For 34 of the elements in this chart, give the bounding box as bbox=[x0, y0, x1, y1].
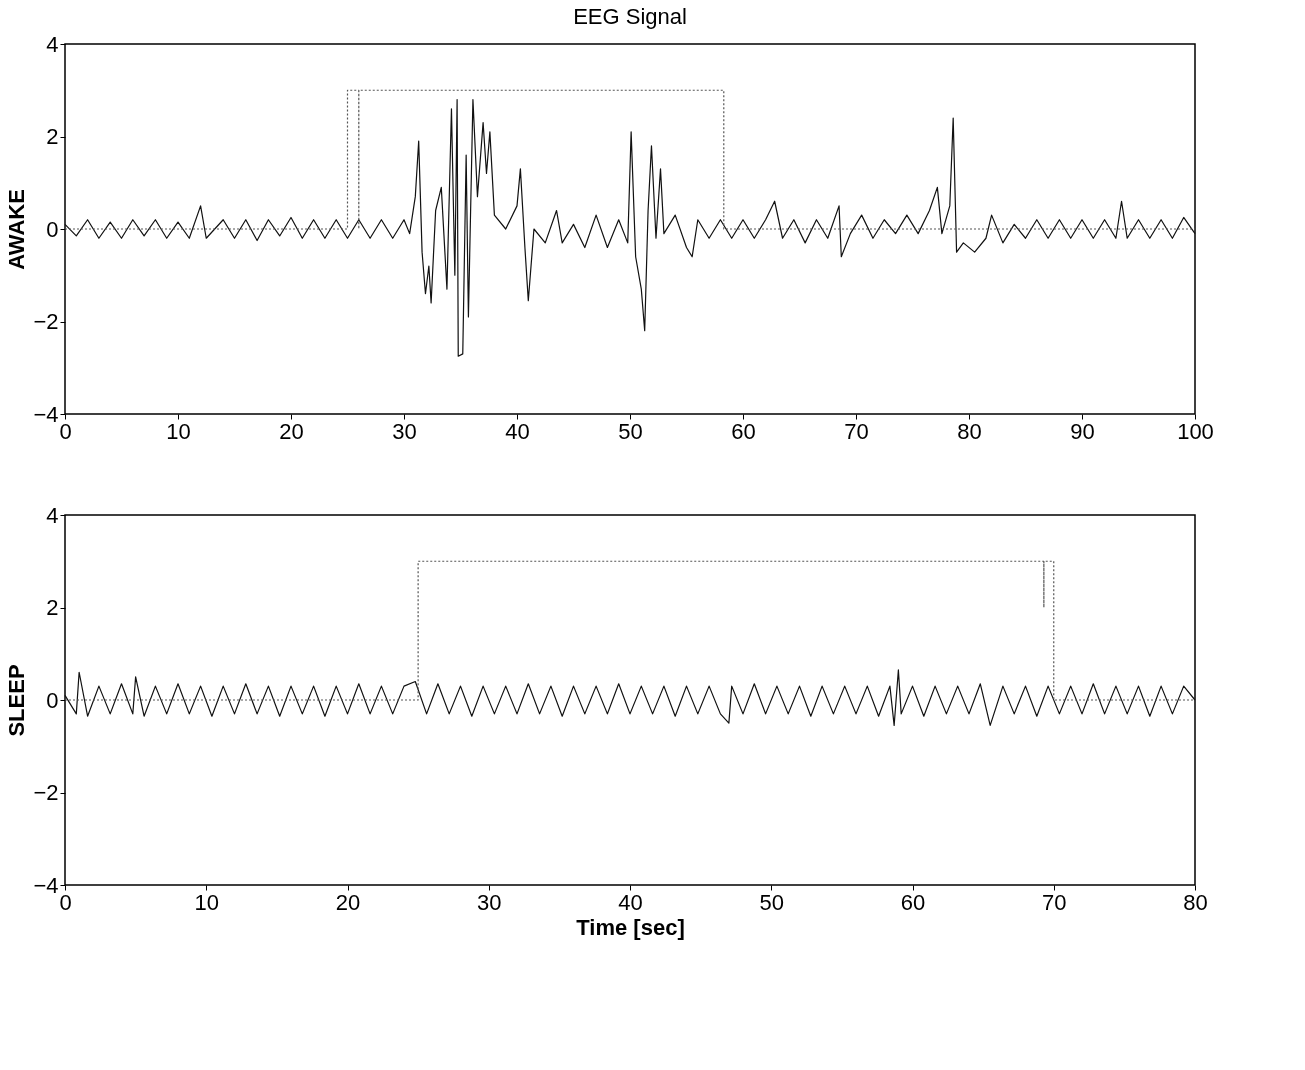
x-tick-label: 30 bbox=[392, 418, 417, 444]
y-tick-label: −2 bbox=[33, 309, 59, 334]
x-tick-label: 70 bbox=[1042, 889, 1067, 915]
y-tick-label: 0 bbox=[46, 687, 59, 713]
x-tick-label: 80 bbox=[957, 418, 982, 444]
y-tick-label: 0 bbox=[46, 216, 59, 242]
x-axis-title: Time [sec] bbox=[576, 914, 685, 940]
line-series bbox=[64, 669, 1196, 727]
y-axis-title: SLEEP bbox=[4, 664, 30, 737]
x-tick-label: 60 bbox=[900, 889, 926, 915]
x-tick-label: 70 bbox=[844, 418, 869, 444]
y-tick-label: 4 bbox=[46, 502, 59, 528]
y-tick-label: 2 bbox=[46, 595, 59, 620]
y-tick-label: −4 bbox=[33, 401, 59, 427]
x-tick-label: 40 bbox=[618, 889, 643, 915]
y-tick-label: 4 bbox=[46, 31, 59, 57]
x-tick-label: 50 bbox=[618, 418, 643, 444]
line-series bbox=[64, 98, 1196, 357]
chart-title: EEG Signal bbox=[573, 4, 687, 29]
x-tick-label: 10 bbox=[166, 418, 191, 444]
y-tick-label: −4 bbox=[33, 872, 59, 898]
x-tick-label: 20 bbox=[335, 889, 361, 915]
x-tick-label: 90 bbox=[1070, 418, 1095, 444]
x-tick-label: 40 bbox=[505, 418, 530, 444]
x-tick-label: 30 bbox=[477, 889, 502, 915]
y-tick-label: 2 bbox=[46, 124, 59, 149]
x-tick-label: 50 bbox=[759, 889, 784, 915]
x-tick-label: 20 bbox=[279, 418, 304, 444]
x-tick-label: 10 bbox=[194, 889, 219, 915]
y-axis-title: AWAKE bbox=[4, 189, 30, 270]
x-tick-label: 80 bbox=[1183, 889, 1208, 915]
x-tick-label: 100 bbox=[1177, 418, 1214, 444]
x-tick-label: 60 bbox=[731, 418, 756, 444]
y-tick-label: −2 bbox=[33, 780, 59, 805]
